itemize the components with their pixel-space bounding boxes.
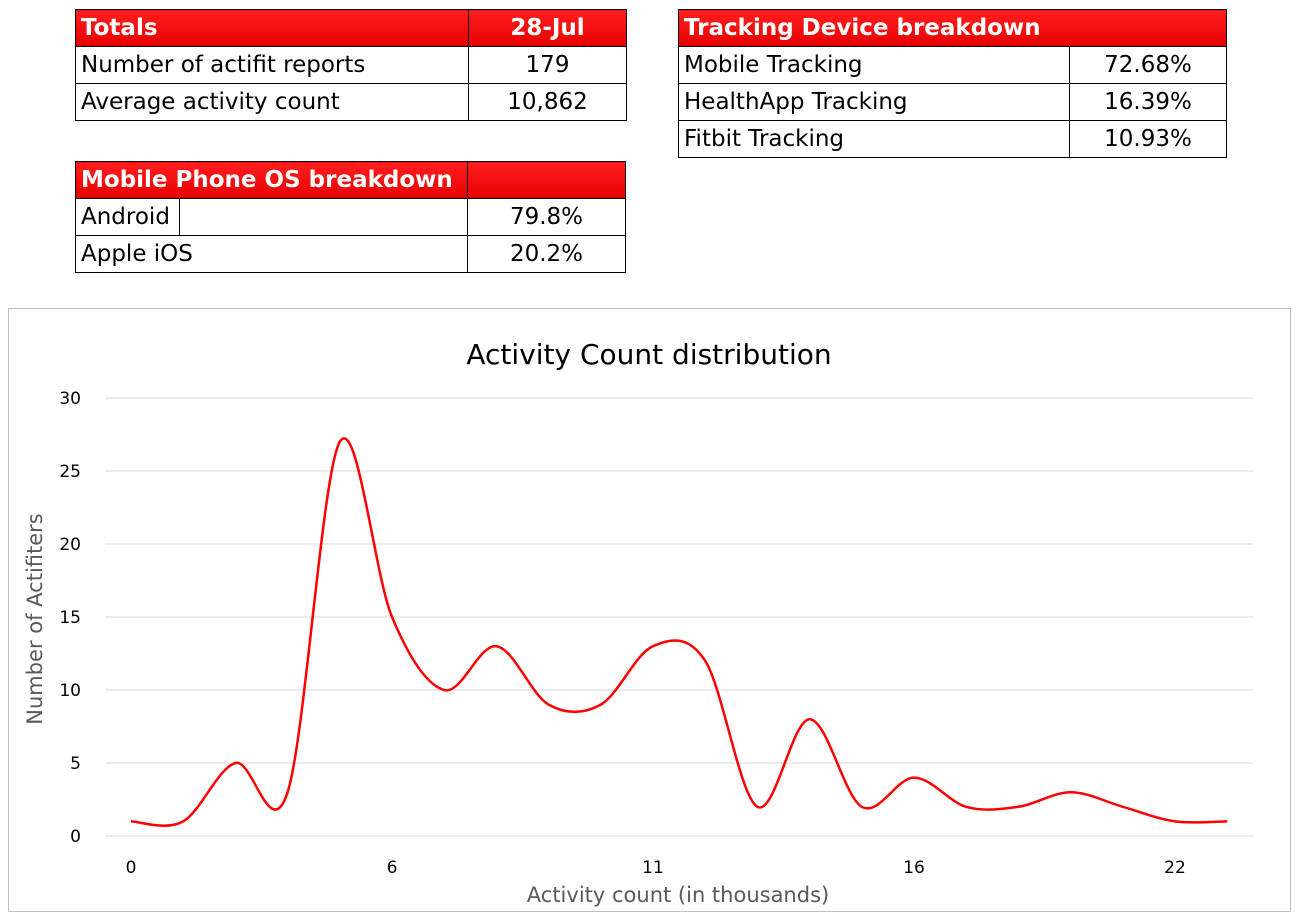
y-tick-label: 15 [59,608,81,628]
os-breakdown-table: Mobile Phone OS breakdown Android 79.8% … [75,161,626,273]
data-point [860,805,864,809]
row-value: 16.39% [1069,83,1227,121]
table-row: Average activity count 10,862 [75,83,627,121]
data-point [703,659,707,663]
tracking-device-table: Tracking Device breakdown Mobile Trackin… [678,9,1227,158]
totals-header-row: Totals 28-Jul [75,9,627,47]
row-blank [179,198,468,236]
tracking-header: Tracking Device breakdown [678,9,1227,47]
data-point [599,703,603,707]
data-point [755,805,759,809]
table-row: Fitbit Tracking 10.93% [678,120,1227,158]
os-header: Mobile Phone OS breakdown [75,161,468,199]
chart-area: 0 5 10 15 20 25 30 0 6 11 16 22 Activity Count dis… [8,308,1291,912]
row-value: 20.2% [467,235,626,273]
x-axis-ticks: 0 6 11 16 22 [126,858,1186,878]
data-point [494,644,498,648]
data-point [651,644,655,648]
data-point [1121,805,1125,809]
row-label: Average activity count [75,83,469,121]
x-tick-label: 6 [387,858,398,878]
gridlines [105,397,1253,837]
data-point [808,717,812,721]
data-point [1173,819,1177,823]
row-label: Fitbit Tracking [678,120,1070,158]
y-tick-label: 0 [70,827,81,847]
y-tick-label: 25 [59,462,81,482]
data-point [181,819,185,823]
row-value: 72.68% [1069,46,1227,84]
os-header-row: Mobile Phone OS breakdown [75,161,626,199]
row-value: 10,862 [468,83,627,121]
data-point [442,688,446,692]
data-point [129,819,133,823]
data-point [547,703,551,707]
row-label: Apple iOS [75,235,468,273]
y-tick-label: 10 [59,681,81,701]
series-line [130,437,1228,827]
data-point [286,790,290,794]
data-point [1069,790,1073,794]
totals-header: Totals [75,9,469,47]
table-row: Number of actifit reports 179 [75,46,627,84]
tracking-header-row: Tracking Device breakdown [678,9,1227,47]
row-value: 79.8% [467,198,626,236]
chart-title: Activity Count distribution [466,338,831,371]
row-label: Mobile Tracking [678,46,1070,84]
table-row: Mobile Tracking 72.68% [678,46,1227,84]
y-axis-label: Number of Actifiters [23,513,47,725]
y-tick-label: 30 [59,389,81,409]
totals-table: Totals 28-Jul Number of actifit reports … [75,9,627,121]
row-value: 179 [468,46,627,84]
y-tick-label: 5 [70,754,81,774]
data-point [233,761,237,765]
x-tick-label: 16 [903,858,925,878]
row-label: Android [75,198,180,236]
data-point [964,805,968,809]
row-value: 10.93% [1069,120,1227,158]
data-point [1225,819,1229,823]
activity-chart: 0 5 10 15 20 25 30 0 6 11 16 22 Activity Count dis… [23,338,1253,907]
data-point [338,440,342,444]
row-label: Number of actifit reports [75,46,469,84]
data-point [912,776,916,780]
table-row: Android 79.8% [75,198,626,236]
x-axis-label: Activity count (in thousands) [527,883,829,907]
table-row: HealthApp Tracking 16.39% [678,83,1227,121]
x-tick-label: 11 [642,858,664,878]
os-header-blank [467,161,626,199]
x-tick-label: 22 [1164,858,1186,878]
data-point [390,615,394,619]
x-tick-label: 0 [126,858,137,878]
row-label: HealthApp Tracking [678,83,1070,121]
totals-date: 28-Jul [468,9,627,47]
table-row: Apple iOS 20.2% [75,235,626,273]
y-tick-label: 20 [59,535,81,555]
y-axis-ticks: 0 5 10 15 20 25 30 [59,389,81,847]
data-point [1016,805,1020,809]
